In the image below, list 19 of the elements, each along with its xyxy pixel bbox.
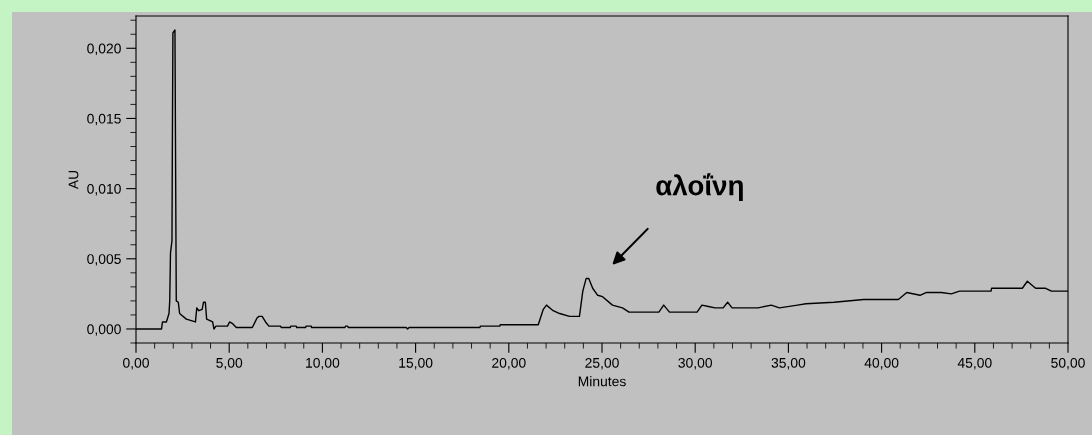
y-tick-label: 0,010 (87, 183, 121, 196)
x-tick-label: 25,00 (585, 357, 619, 370)
x-tick-label: 50,00 (1051, 357, 1085, 370)
y-tick-label: 0,005 (87, 254, 121, 266)
x-tick-label: 35,00 (771, 357, 806, 370)
x-tick-label: 5,00 (216, 357, 243, 370)
y-tick-label: 0,015 (87, 113, 121, 126)
x-tick-label: 20,00 (492, 357, 526, 370)
x-tick-label: 40,00 (864, 357, 899, 370)
x-tick-label: 15,00 (399, 357, 433, 370)
x-tick-label: 30,00 (678, 357, 713, 370)
y-axis-title: AU (68, 170, 79, 190)
x-axis-title: Minutes (578, 376, 626, 387)
x-tick-label: 10,00 (306, 357, 340, 370)
y-tick-label: 0,000 (87, 324, 121, 336)
x-tick-label: 0,00 (123, 357, 149, 370)
x-tick-label: 45,00 (957, 357, 992, 370)
y-tick-label: 0,020 (87, 43, 121, 56)
annotation: αλοΐνη (656, 173, 743, 201)
